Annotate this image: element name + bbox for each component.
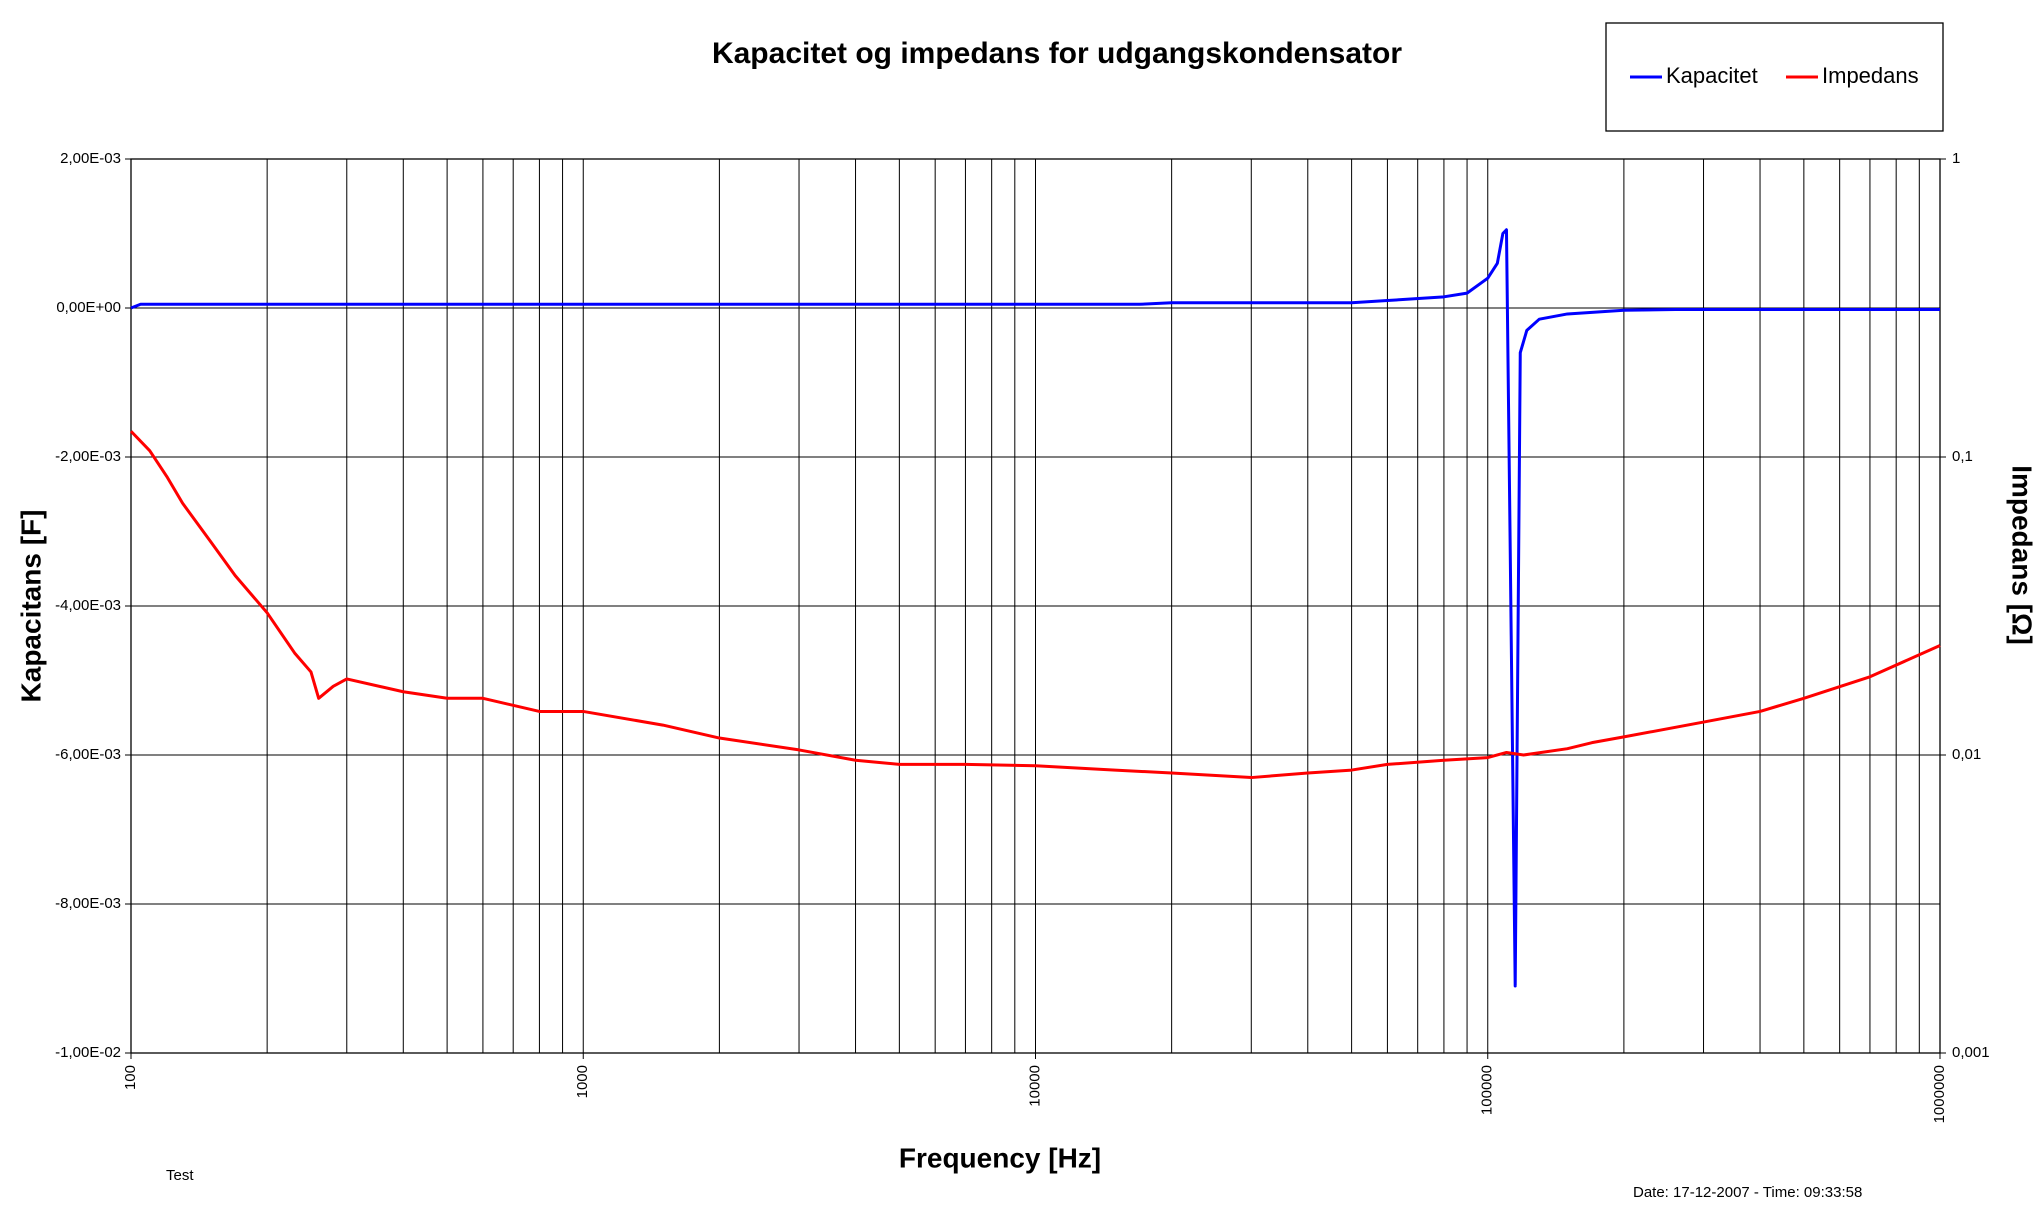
legend-label: Impedans [1822,63,1919,88]
x-axis-title: Frequency [Hz] [899,1142,1101,1173]
series-line [130,228,1940,988]
y-tick-label: 0,00E+00 [56,299,121,316]
y2-tick-label: 0,001 [1952,1044,1990,1061]
y-axis-title: Kapacitans [F] [15,510,46,703]
y2-tick-label: 0,1 [1952,448,1973,465]
y2-tick-label: 0,01 [1952,746,1981,763]
y-tick-label: 2,00E-03 [60,150,121,167]
x-tick-label: 100 [122,1065,139,1090]
timestamp: Date: 17-12-2007 - Time: 09:33:58 [1633,1184,1862,1201]
x-tick-label: 1000 [574,1065,591,1098]
series-line [129,430,1941,780]
y-tick-label: -2,00E-03 [55,448,121,465]
plot-frame [130,158,1941,1054]
x-tick-label: 10000 [1026,1065,1043,1107]
y2-axis-title: Impedans [Ω] [2007,465,2038,645]
y-tick-label: -1,00E-02 [55,1044,121,1061]
y-tick-label: -6,00E-03 [55,746,121,763]
x-tick-label: 100000 [1479,1065,1496,1115]
y2-tick-label: 1 [1952,150,1960,167]
y-tick-label: -8,00E-03 [55,895,121,912]
legend-box [1605,22,1944,132]
x-tick-label: 1000000 [1931,1065,1948,1123]
note: Test [166,1167,194,1184]
y-tick-label: -4,00E-03 [55,597,121,614]
chart-title: Kapacitet og impedans for udgangskondens… [712,37,1402,70]
legend-label: Kapacitet [1666,63,1758,88]
